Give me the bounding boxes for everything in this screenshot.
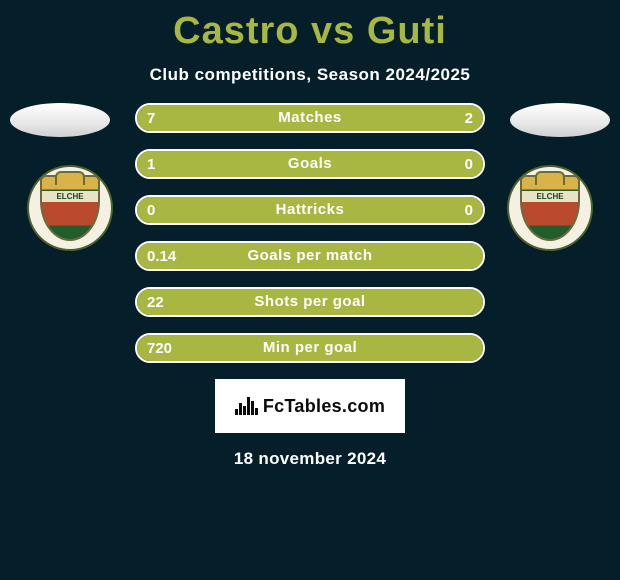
player-photo-placeholder-right: [510, 103, 610, 137]
date-label: 18 november 2024: [0, 449, 620, 469]
stat-row: 0.14Goals per match: [135, 241, 485, 271]
stat-left-segment: 0.14: [137, 243, 483, 269]
stat-left-value: 720: [137, 340, 182, 357]
stat-right-value: 0: [455, 202, 483, 219]
bars-icon: [235, 397, 257, 415]
shield-icon: [520, 175, 580, 241]
stat-left-value: 22: [137, 294, 174, 311]
page-title: Castro vs Guti: [0, 0, 620, 53]
stat-row: 72Matches: [135, 103, 485, 133]
site-logo-text: FcTables.com: [263, 396, 385, 417]
stat-right-segment: 2: [393, 105, 483, 131]
club-crest-right: [507, 165, 593, 251]
stat-row: 10Goals: [135, 149, 485, 179]
stat-left-segment: 720: [137, 335, 483, 361]
stat-left-value: 0.14: [137, 248, 186, 265]
stat-row: 720Min per goal: [135, 333, 485, 363]
stat-right-value: 0: [455, 156, 483, 173]
stat-row: 22Shots per goal: [135, 287, 485, 317]
stat-left-segment: 1: [137, 151, 393, 177]
stat-bars: 72Matches10Goals00Hattricks0.14Goals per…: [135, 103, 485, 363]
stat-right-segment: 0: [393, 151, 483, 177]
subtitle: Club competitions, Season 2024/2025: [0, 65, 620, 85]
stat-row: 00Hattricks: [135, 195, 485, 225]
stat-left-segment: 7: [137, 105, 393, 131]
stat-left-value: 7: [137, 110, 165, 127]
shield-icon: [40, 175, 100, 241]
comparison-stage: 72Matches10Goals00Hattricks0.14Goals per…: [0, 103, 620, 363]
stat-left-segment: 22: [137, 289, 483, 315]
site-logo: FcTables.com: [215, 379, 405, 433]
stat-right-segment: 0: [393, 197, 483, 223]
stat-left-value: 1: [137, 156, 165, 173]
club-crest-left: [27, 165, 113, 251]
stat-left-segment: 0: [137, 197, 393, 223]
player-photo-placeholder-left: [10, 103, 110, 137]
stat-right-value: 2: [455, 110, 483, 127]
stat-left-value: 0: [137, 202, 165, 219]
